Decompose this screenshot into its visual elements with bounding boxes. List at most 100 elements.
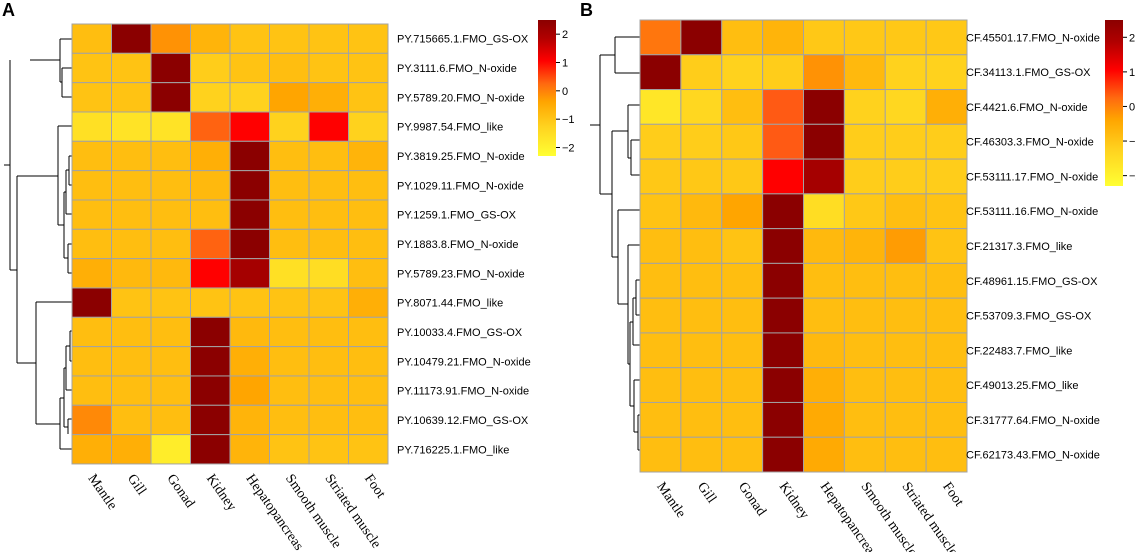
heatmap-cell — [111, 170, 152, 201]
heatmap-cell — [71, 228, 112, 260]
heatmap-cell — [269, 140, 310, 172]
heatmap-cell — [803, 158, 845, 195]
row-label: CF.45501.17.FMO_N-oxide — [966, 32, 1100, 44]
heatmap-cell — [229, 404, 270, 436]
heatmap-cell — [111, 23, 152, 54]
heatmap-cell — [71, 287, 112, 318]
heatmap-cell — [150, 199, 191, 230]
heatmap-cell — [348, 140, 389, 172]
panel-a-column-labels: Mantle Gill Gonad Kidney HepatopancreasSmoot… — [84, 472, 388, 552]
heatmap-cell — [229, 111, 270, 142]
heatmap-cell — [843, 193, 886, 230]
row-label: PY.9987.54.FMO_like — [397, 122, 503, 134]
column-label: Gonad — [163, 472, 197, 511]
heatmap-cell — [680, 158, 723, 195]
heatmap-cell — [762, 367, 805, 403]
heatmap-cell — [111, 228, 152, 260]
column-label: Kidney — [776, 480, 812, 522]
heatmap-cell — [308, 228, 349, 260]
heatmap-cell — [843, 228, 886, 264]
heatmap-cell — [884, 19, 927, 56]
row-label: CF.53111.16.FMO_N-oxide — [966, 206, 1098, 218]
row-label: CF.48961.15.FMO_GS-OX — [966, 276, 1098, 288]
heatmap-cell — [190, 23, 231, 54]
row-label: PY.8071.44.FMO_like — [397, 298, 503, 310]
column-label: Gill — [694, 480, 719, 507]
heatmap-cell — [925, 262, 968, 299]
heatmap-cell — [308, 82, 349, 113]
heatmap-cell — [925, 332, 968, 369]
heatmap-cell — [884, 436, 927, 473]
row-label: CF.22483.7.FMO_like — [966, 345, 1072, 357]
heatmap-cell — [150, 52, 191, 84]
heatmap-cell — [762, 436, 805, 473]
heatmap-cell — [884, 297, 927, 334]
heatmap-cell — [843, 158, 886, 195]
heatmap-cell — [190, 140, 231, 172]
heatmap-cell — [680, 228, 723, 264]
heatmap-cell — [229, 199, 270, 230]
heatmap-cell — [150, 287, 191, 318]
heatmap-cell — [229, 23, 270, 54]
heatmap-cell — [229, 258, 270, 289]
heatmap-cell — [269, 258, 310, 289]
heatmap-cell — [680, 332, 723, 369]
heatmap-cell — [762, 193, 805, 230]
heatmap-cell — [190, 287, 231, 318]
heatmap-cell — [803, 228, 845, 264]
row-label: PY.3819.25.FMO_N-oxide — [397, 151, 525, 163]
heatmap-cell — [721, 332, 764, 369]
heatmap-cell — [111, 111, 152, 142]
heatmap-cell — [269, 23, 310, 54]
heatmap-cell — [762, 158, 805, 195]
heatmap-cell — [111, 404, 152, 436]
heatmap-cell — [721, 228, 764, 264]
heatmap-cell — [150, 82, 191, 113]
heatmap-cell — [884, 332, 927, 369]
heatmap-cell — [269, 316, 310, 348]
heatmap-cell — [843, 367, 886, 403]
heatmap-cell — [925, 436, 968, 473]
row-label: PY.5789.23.FMO_N-oxide — [397, 268, 525, 280]
colorbar-tick-label: −2 — [1129, 171, 1136, 183]
column-label: Kidney — [203, 472, 239, 514]
heatmap-cell — [884, 193, 927, 230]
heatmap-cell — [269, 346, 310, 377]
row-label: PY.11173.91.FMO_N-oxide — [397, 386, 529, 398]
heatmap-cell — [925, 158, 968, 195]
heatmap-cell — [639, 89, 682, 125]
heatmap-cell — [150, 228, 191, 260]
heatmap-cell — [721, 54, 764, 91]
heatmap-cell — [190, 346, 231, 377]
heatmap-cell — [150, 23, 191, 54]
heatmap-cell — [190, 111, 231, 142]
heatmap-cell — [348, 111, 389, 142]
heatmap-cell — [229, 82, 270, 113]
heatmap-cell — [111, 199, 152, 230]
panel-b-row-labels: CF.45501.17.FMO_N-oxide CF.34113.1.FMO_GS… — [966, 32, 1100, 461]
heatmap-cell — [71, 346, 112, 377]
heatmap-cell — [925, 54, 968, 91]
column-label: Gill — [124, 472, 149, 499]
heatmap-cell — [150, 316, 191, 348]
heatmap-cell — [308, 170, 349, 201]
heatmap-cell — [721, 401, 764, 438]
row-label: PY.10479.21.FMO_N-oxide — [397, 356, 531, 368]
row-label: CF.53111.17.FMO_N-oxide — [966, 171, 1098, 183]
row-label: CF.49013.25.FMO_like — [966, 380, 1079, 392]
heatmap-cell — [111, 140, 152, 172]
heatmap-cell — [308, 199, 349, 230]
heatmap-cell — [150, 375, 191, 406]
heatmap-cell — [803, 123, 845, 160]
heatmap-cell — [71, 170, 112, 201]
heatmap-cell — [111, 434, 152, 465]
heatmap-cell — [680, 89, 723, 125]
heatmap-cell — [229, 316, 270, 348]
heatmap-cell — [111, 375, 152, 406]
row-label: PY.10033.4.FMO_GS-OX — [397, 327, 523, 339]
heatmap-cell — [308, 140, 349, 172]
heatmap-cell — [150, 140, 191, 172]
heatmap-cell — [348, 316, 389, 348]
heatmap-cell — [884, 401, 927, 438]
heatmap-cell — [884, 158, 927, 195]
